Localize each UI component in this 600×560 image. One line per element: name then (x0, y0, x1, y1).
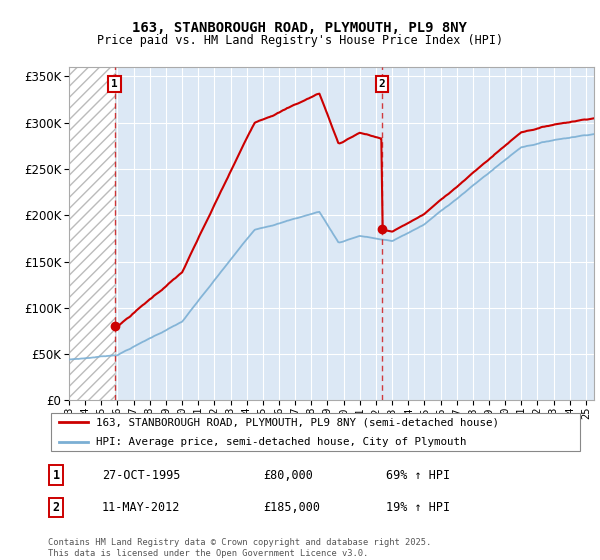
Text: 2: 2 (379, 79, 385, 89)
Text: 27-OCT-1995: 27-OCT-1995 (102, 469, 180, 482)
Text: 1: 1 (111, 79, 118, 89)
Text: 11-MAY-2012: 11-MAY-2012 (102, 501, 180, 514)
Text: 1: 1 (52, 469, 59, 482)
Text: Price paid vs. HM Land Registry's House Price Index (HPI): Price paid vs. HM Land Registry's House … (97, 34, 503, 46)
Text: HPI: Average price, semi-detached house, City of Plymouth: HPI: Average price, semi-detached house,… (97, 437, 467, 447)
Text: 69% ↑ HPI: 69% ↑ HPI (386, 469, 451, 482)
Text: 19% ↑ HPI: 19% ↑ HPI (386, 501, 451, 514)
Bar (69, 67, 115, 400)
FancyBboxPatch shape (50, 413, 580, 451)
Text: 2: 2 (52, 501, 59, 514)
Text: £185,000: £185,000 (263, 501, 320, 514)
Text: 163, STANBOROUGH ROAD, PLYMOUTH, PL9 8NY: 163, STANBOROUGH ROAD, PLYMOUTH, PL9 8NY (133, 21, 467, 35)
Text: £80,000: £80,000 (263, 469, 313, 482)
Text: 163, STANBOROUGH ROAD, PLYMOUTH, PL9 8NY (semi-detached house): 163, STANBOROUGH ROAD, PLYMOUTH, PL9 8NY… (97, 417, 499, 427)
Text: Contains HM Land Registry data © Crown copyright and database right 2025.
This d: Contains HM Land Registry data © Crown c… (48, 538, 431, 558)
